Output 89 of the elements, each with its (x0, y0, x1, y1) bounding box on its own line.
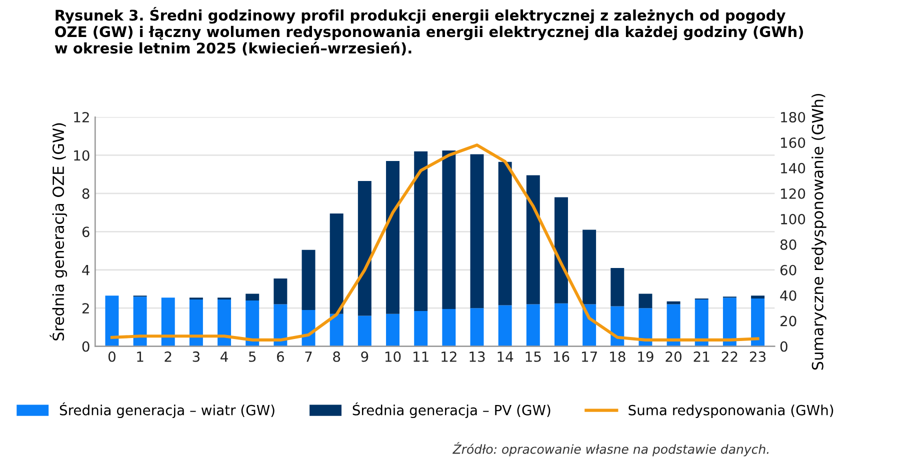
line-series (110, 144, 760, 342)
x-tick-label: 4 (220, 352, 228, 362)
y-tick-label: 2 (82, 303, 89, 314)
bar (498, 162, 512, 306)
x-tick-label: 13 (470, 351, 485, 362)
x-tick-label: 20 (666, 351, 682, 362)
y-tick-label: 6 (82, 226, 90, 238)
bar (274, 278, 288, 304)
bar (442, 150, 456, 310)
bar (386, 160, 400, 314)
x-tick-label: 9 (361, 351, 368, 362)
bar (526, 175, 540, 304)
bar (498, 305, 512, 346)
bar (414, 310, 428, 346)
y2-tick-label: 0 (780, 341, 788, 352)
legend-label: Suma redysponowania (GWh) (628, 404, 834, 418)
bar (638, 308, 652, 346)
bar (246, 300, 260, 346)
legend-label: Średnia generacja – PV (GW) (352, 402, 550, 418)
y2-tick-label: 20 (780, 316, 796, 326)
chart-title: Rysunek 3. Średni godzinowy profil produkcji energii elektrycznej z zależnych od pogody OZE (GW) i łączny wolumen redysponowania energii elektrycznej dla każdej godziny (GWh) w okresie letnim 2025 (kwiecień–wrzesień). (54, 7, 804, 56)
x-tick-label: 22 (722, 351, 738, 362)
bar (358, 316, 372, 346)
y2-axis-title: Sumaryczne redysponowanie (GWh) (812, 94, 826, 370)
bar (470, 308, 484, 346)
y-tick-label: 10 (74, 150, 90, 161)
x-tick-label: 1 (137, 352, 144, 362)
x-tick-label: 11 (414, 352, 428, 362)
bar (161, 298, 175, 346)
bar (751, 296, 765, 299)
x-tick-label: 7 (305, 352, 312, 362)
bar (554, 197, 568, 304)
x-tick-label: 16 (554, 351, 570, 362)
x-tick-label: 8 (333, 351, 340, 362)
bar (246, 294, 260, 300)
bar (666, 301, 680, 304)
x-tick-label: 15 (526, 352, 541, 362)
bar (330, 314, 344, 346)
bar (218, 300, 232, 346)
y2-tick-label: 80 (780, 239, 796, 250)
x-tick-label: 3 (192, 351, 200, 362)
y2-tick-label: 160 (781, 137, 806, 148)
y2-tick-label: 180 (781, 112, 806, 122)
y2-tick-label: 140 (781, 162, 806, 174)
text: Źródło: opracowanie własne na podstawie danych. (452, 442, 768, 456)
bar (638, 294, 652, 308)
y-tick-label: 4 (82, 265, 90, 276)
bar (105, 296, 119, 346)
bar (386, 314, 400, 346)
x-tick-label: 14 (498, 352, 514, 362)
y2-tick-label: 60 (780, 264, 796, 276)
bar (189, 300, 203, 346)
bar (694, 300, 708, 346)
bar (414, 151, 428, 311)
bar (442, 309, 456, 346)
y-tick-label: 8 (82, 188, 90, 199)
x-tick-label: 6 (277, 351, 284, 362)
bar (610, 306, 624, 346)
y2-tick-label: 120 (781, 188, 806, 199)
bar (274, 304, 288, 346)
x-tick-label: 17 (582, 352, 597, 362)
x-tick-label: 2 (164, 351, 172, 362)
bar (582, 230, 596, 304)
x-tick-label: 23 (750, 351, 766, 362)
bar (666, 304, 680, 346)
y-tick-label: 12 (74, 112, 89, 122)
bar (302, 250, 316, 310)
bar (610, 268, 624, 306)
x-tick-label: 10 (385, 351, 401, 362)
x-tick-label: 5 (249, 352, 256, 362)
x-tick-label: 18 (610, 351, 626, 362)
x-tick-label: 19 (638, 351, 654, 362)
x-tick-label: 0 (108, 351, 116, 362)
y2-tick-label: 100 (781, 214, 806, 224)
bar (470, 154, 484, 308)
bar (133, 296, 147, 346)
bar (526, 304, 540, 346)
legend-label: Średnia generacja – wiatr (GW) (60, 402, 274, 418)
bar (302, 310, 316, 346)
bar (330, 214, 344, 314)
bar (751, 298, 765, 346)
y2-tick-label: 40 (780, 290, 796, 301)
x-tick-label: 21 (694, 351, 710, 362)
bar (358, 181, 372, 316)
bar (722, 298, 736, 346)
bar (554, 303, 568, 346)
y-tick-label: 0 (82, 341, 90, 352)
y-axis-title: Średnia generacja OZE (GW) (50, 123, 68, 340)
x-tick-label: 12 (442, 351, 456, 362)
